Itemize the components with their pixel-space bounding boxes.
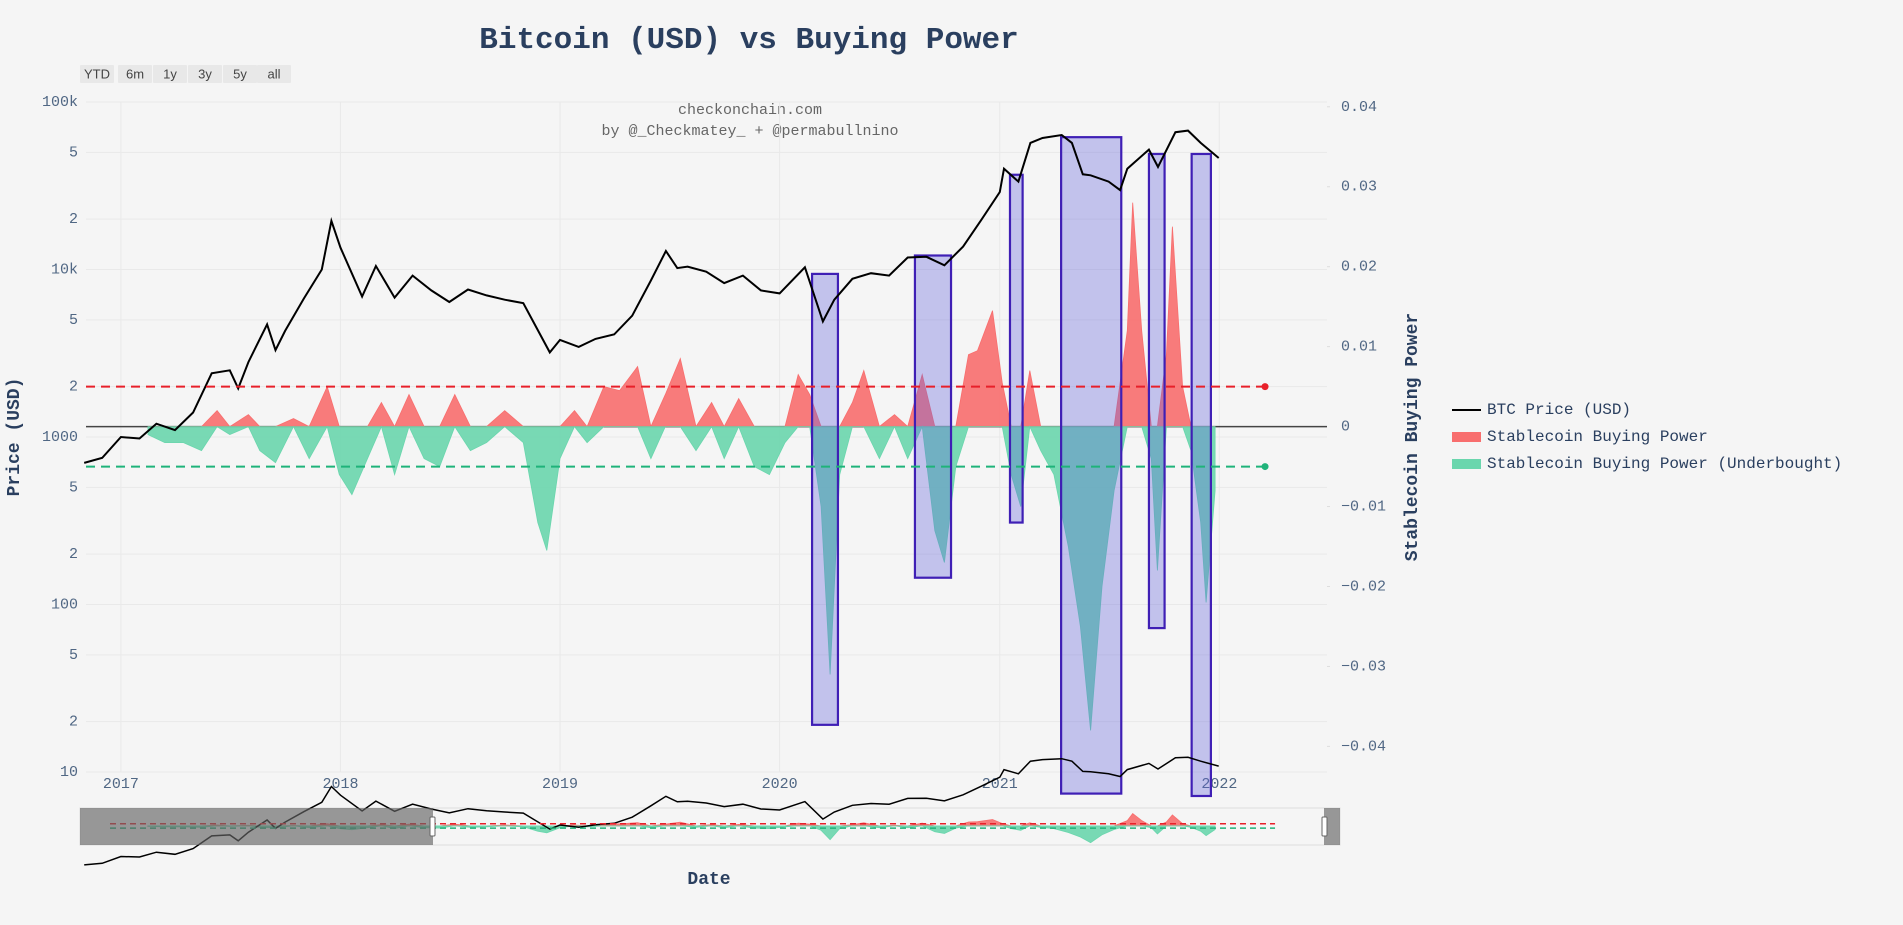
y-tick-label: 2 [69,714,78,731]
x-tick-label: 2021 [982,776,1018,793]
range-button-label[interactable]: all [267,66,280,81]
y2-axis-title: Stablecoin Buying Power [1403,313,1423,561]
y2-tick-label: −0.04 [1341,738,1386,755]
range-button-bg[interactable] [223,65,257,83]
range-button-bg[interactable] [188,65,222,83]
range-button-bg[interactable] [257,65,291,83]
y-axis-title: Price (USD) [5,378,25,497]
range-button[interactable]: 3y [188,65,222,83]
y-tick-label: 10 [60,764,78,781]
y-tick-label: 5 [69,144,78,161]
highlight-box [1008,173,1024,524]
y-tick-label: 100k [42,94,78,111]
x-tick-label: 2019 [542,776,578,793]
y2-tick-label: 0.02 [1341,259,1377,276]
y2-tick-label: 0 [1341,419,1350,436]
legend-label: Stablecoin Buying Power (Underbought) [1487,455,1842,473]
range-button-label[interactable]: YTD [84,66,110,81]
y2-tick-label: 0.04 [1341,99,1377,116]
chart-title: Bitcoin (USD) vs Buying Power [479,23,1019,58]
range-button-label[interactable]: 1y [163,66,177,81]
range-button[interactable]: YTD [80,65,114,83]
annotation: by @_Checkmatey_ + @permabullnino [601,123,898,140]
legend-swatch [1452,459,1481,469]
area [147,425,1216,731]
y-tick-label: 2 [69,211,78,228]
y2-tick-label: −0.02 [1341,578,1386,595]
y-tick-label: 5 [69,479,78,496]
x-tick-label: 2018 [322,776,358,793]
highlight-box [913,254,953,579]
highlight-box [1147,152,1166,630]
annotation: checkonchain.com [678,102,822,119]
y2-tick-label: 0.03 [1341,179,1377,196]
y2-tick-label: −0.01 [1341,499,1386,516]
x-tick-label: 2017 [103,776,139,793]
range-button[interactable]: 5y [223,65,257,83]
range-button[interactable]: all [257,65,291,83]
x-tick-label: 2020 [762,776,798,793]
highlight-box [810,272,840,726]
threshold-dot [1261,383,1269,391]
y-tick-label: 2 [69,546,78,563]
rangeslider-mask [80,808,433,845]
y-tick-label: 10k [51,261,78,278]
highlight-box [1060,136,1123,795]
legend-swatch [1452,432,1481,442]
y-tick-label: 2 [69,379,78,396]
legend-label: BTC Price (USD) [1487,401,1631,419]
y2-tick-label: −0.03 [1341,658,1386,675]
x-axis-title: Date [687,870,730,890]
range-button-bg[interactable] [153,65,187,83]
threshold-dot [1261,463,1269,471]
line [83,129,1220,464]
range-button[interactable]: 1y [153,65,187,83]
rangeslider-handle[interactable] [429,816,436,837]
y-tick-label: 5 [69,312,78,329]
y-tick-label: 1000 [42,429,78,446]
y-tick-label: 100 [51,596,78,613]
range-button[interactable]: 6m [118,65,152,83]
range-button-label[interactable]: 6m [126,66,144,81]
range-button-label[interactable]: 3y [198,66,212,81]
range-button-label[interactable]: 5y [233,66,247,81]
rangeslider-mask [1324,808,1340,845]
rangeslider-handle[interactable] [1321,816,1328,837]
y-tick-label: 5 [69,647,78,664]
range-button-bg[interactable] [80,65,114,83]
range-button-bg[interactable] [118,65,152,83]
highlight-box [1190,152,1213,798]
y2-tick-label: 0.01 [1341,339,1377,356]
legend-label: Stablecoin Buying Power [1487,428,1708,446]
